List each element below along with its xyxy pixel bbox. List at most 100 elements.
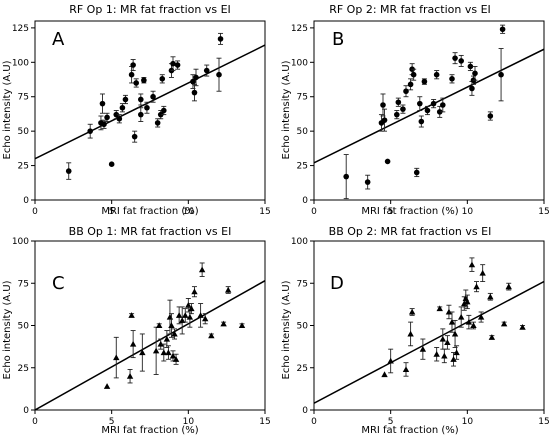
data-point	[487, 293, 494, 300]
data-point	[116, 115, 123, 122]
data-point	[175, 312, 183, 318]
x-tick-label: 15	[538, 417, 549, 427]
data-point	[65, 168, 72, 174]
data-point	[473, 283, 480, 290]
data-point	[169, 352, 177, 359]
data-point	[217, 36, 224, 42]
data-point	[182, 312, 189, 318]
x-tick-label: 5	[109, 417, 115, 427]
x-tick-label: 0	[32, 417, 38, 427]
y-tick-label: 75	[297, 93, 308, 103]
data-point	[380, 102, 386, 108]
data-point	[500, 320, 508, 327]
y-tick-label: 0	[23, 406, 29, 416]
data-point	[170, 60, 176, 67]
data-point	[128, 71, 135, 78]
y-tick-label: 75	[18, 279, 29, 289]
panel-title: RF Op 2: MR fat fraction vs EI	[329, 3, 491, 16]
data-point	[197, 312, 204, 318]
data-point	[160, 349, 167, 356]
data-point	[387, 357, 394, 364]
data-point	[150, 93, 156, 100]
data-point	[130, 62, 136, 68]
data-point	[163, 335, 171, 342]
data-point	[154, 120, 161, 126]
x-axis-label: MRI fat fraction (%)	[101, 425, 198, 436]
x-tick-label: 15	[259, 207, 270, 217]
data-point	[445, 308, 453, 315]
data-point	[138, 111, 144, 118]
y-tick-label: 50	[297, 322, 309, 332]
data-point	[108, 161, 115, 167]
y-tick-label: 50	[18, 322, 30, 332]
regression-line	[35, 44, 265, 160]
y-tick-label: 100	[291, 237, 308, 247]
data-point	[185, 302, 192, 308]
y-axis-label: Echo intensity (A.U)	[281, 60, 292, 159]
data-point	[477, 313, 485, 320]
y-tick-label: 0	[302, 196, 308, 206]
data-point	[464, 298, 471, 305]
data-point	[487, 113, 494, 119]
data-point	[103, 383, 111, 389]
plot-frame	[34, 20, 266, 201]
plot-area	[314, 24, 544, 200]
data-point	[430, 100, 437, 107]
data-point	[458, 313, 465, 320]
data-point	[238, 322, 246, 329]
data-point	[113, 354, 120, 361]
data-point	[144, 104, 150, 111]
data-point	[410, 71, 417, 78]
plot-area	[35, 262, 265, 410]
data-point	[166, 313, 174, 320]
regression-line	[35, 280, 265, 410]
data-point	[419, 345, 427, 352]
x-tick-label: 10	[462, 207, 474, 217]
x-tick-label: 0	[311, 417, 317, 427]
data-point	[104, 114, 110, 121]
data-point	[400, 106, 406, 112]
data-point	[421, 78, 428, 85]
data-point	[165, 349, 172, 356]
x-tick-label: 15	[259, 417, 270, 427]
y-tick-label: 100	[12, 237, 29, 247]
panel-title: BB Op 1: MR fat fraction vs EI	[69, 225, 232, 238]
data-point	[384, 158, 391, 165]
data-point	[156, 322, 163, 329]
data-point	[440, 102, 446, 108]
y-axis-label: Echo intensity (A.U)	[2, 280, 13, 379]
y-tick-label: 0	[302, 406, 308, 416]
data-point	[138, 96, 144, 103]
panel-title: BB Op 2: MR fat fraction vs EI	[329, 225, 492, 238]
plot-frame	[34, 240, 266, 411]
plot-area	[314, 257, 544, 404]
data-point	[174, 62, 181, 68]
data-point	[448, 318, 456, 325]
data-point	[198, 266, 206, 273]
data-point	[208, 332, 215, 339]
data-point	[381, 371, 388, 378]
panel-letter: C	[52, 273, 65, 294]
y-tick-label: 25	[297, 364, 308, 374]
data-point	[395, 99, 402, 106]
data-point	[152, 347, 160, 354]
data-point	[453, 349, 460, 356]
y-tick-label: 75	[297, 279, 308, 289]
data-point	[225, 286, 232, 293]
data-point	[408, 308, 416, 315]
data-point	[470, 322, 477, 329]
data-point	[157, 111, 164, 118]
data-point	[468, 261, 476, 268]
y-tick-label: 50	[18, 127, 30, 137]
x-tick-label: 5	[109, 207, 115, 217]
data-point	[203, 67, 210, 74]
data-point	[172, 356, 180, 362]
panel-b: RF Op 2: MR fat fraction vs EI B Echo in…	[281, 3, 550, 217]
y-tick-label: 25	[18, 364, 29, 374]
data-point	[171, 330, 178, 337]
data-point	[436, 305, 443, 312]
data-point	[128, 312, 135, 318]
data-point	[441, 352, 448, 359]
data-point	[141, 77, 147, 84]
